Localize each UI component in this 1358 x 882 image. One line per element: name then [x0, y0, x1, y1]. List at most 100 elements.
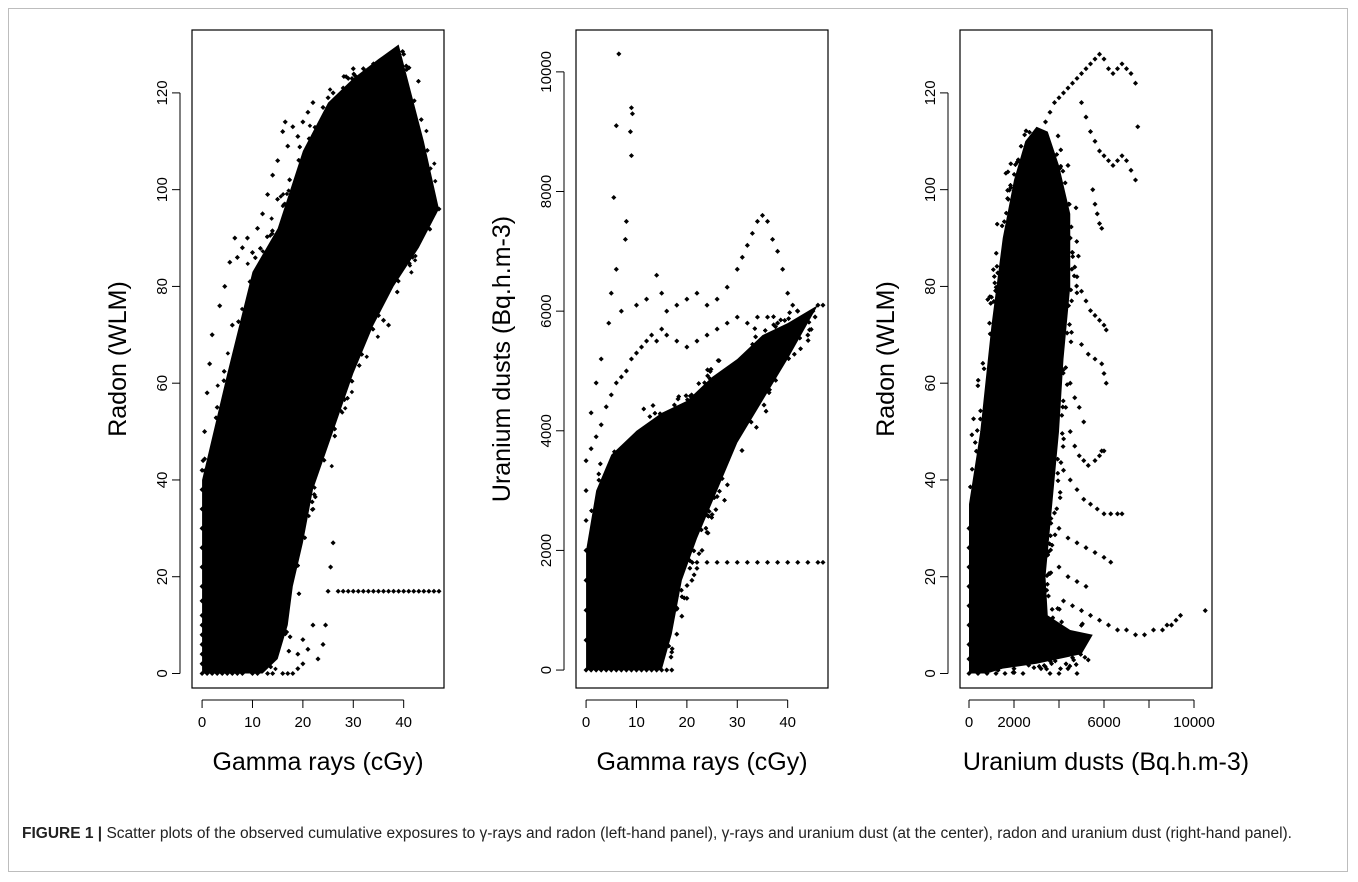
data-point — [763, 408, 769, 414]
data-point — [657, 411, 663, 417]
data-point — [221, 378, 227, 383]
data-point — [1078, 288, 1085, 294]
data-point — [1067, 322, 1072, 327]
data-point — [1114, 66, 1121, 72]
data-point — [270, 228, 275, 234]
data-point — [674, 607, 679, 612]
data-point — [638, 344, 645, 350]
data-point — [709, 515, 714, 520]
data-point — [286, 648, 292, 654]
data-point — [714, 494, 720, 500]
data-point — [370, 326, 376, 332]
data-point — [985, 297, 991, 302]
data-point — [995, 270, 1000, 276]
data-point — [981, 366, 987, 372]
data-point — [628, 356, 634, 362]
data-point — [1052, 510, 1057, 516]
data-point — [287, 177, 292, 183]
data-point — [966, 641, 972, 648]
data-point — [1101, 322, 1107, 328]
data-point — [1092, 56, 1098, 62]
data-point — [340, 588, 346, 594]
data-point — [608, 667, 614, 673]
data-point — [1056, 259, 1062, 265]
data-point — [239, 245, 245, 251]
data-point — [1033, 429, 1040, 435]
data-point — [260, 332, 266, 338]
data-point — [280, 129, 286, 135]
x-tick-label: 20 — [679, 714, 696, 731]
data-point — [739, 254, 745, 260]
y-tick-label: 6000 — [538, 294, 555, 327]
data-point — [1087, 612, 1094, 618]
data-point — [1033, 380, 1040, 386]
data-point — [1070, 254, 1075, 259]
data-point — [1083, 114, 1089, 120]
data-point — [1074, 239, 1080, 244]
data-point — [978, 416, 983, 422]
data-point — [616, 51, 622, 57]
data-point — [808, 327, 814, 332]
y-tick-label: 80 — [154, 278, 171, 295]
data-point — [1081, 496, 1087, 502]
data-point — [734, 266, 740, 272]
data-point — [406, 240, 412, 246]
data-point — [1078, 70, 1085, 77]
data-point — [644, 338, 650, 344]
data-point — [1065, 162, 1071, 169]
data-point — [1061, 436, 1066, 442]
data-point — [217, 303, 223, 309]
caption-text: Scatter plots of the observed cumulative… — [106, 825, 1292, 842]
data-point — [1023, 128, 1029, 134]
data-point — [1128, 70, 1134, 77]
data-point — [993, 251, 999, 256]
data-point — [249, 250, 256, 256]
data-point — [409, 270, 414, 275]
data-point — [1068, 339, 1074, 345]
data-point — [724, 559, 730, 565]
data-point — [641, 406, 647, 412]
data-point — [244, 235, 250, 241]
data-point — [1085, 462, 1091, 468]
data-point — [302, 535, 308, 541]
data-point — [1076, 404, 1082, 410]
data-point — [613, 380, 619, 386]
data-point — [350, 153, 356, 159]
data-point — [583, 547, 589, 553]
data-point — [782, 318, 787, 323]
y-tick-label: 0 — [538, 666, 555, 674]
data-point — [1114, 158, 1121, 164]
data-point — [715, 358, 721, 363]
data-point — [1119, 61, 1125, 67]
data-point — [432, 178, 438, 184]
data-point — [687, 565, 693, 571]
data-point — [280, 370, 286, 377]
data-point — [654, 272, 660, 278]
data-point — [395, 289, 400, 295]
y-tick-label: 60 — [154, 375, 171, 392]
x-tick-label: 20 — [295, 714, 312, 731]
data-point — [427, 226, 433, 232]
data-point — [1047, 670, 1053, 677]
data-point — [1055, 478, 1061, 484]
data-point — [1038, 666, 1044, 672]
data-point — [254, 225, 261, 231]
data-point — [1073, 662, 1079, 667]
data-point — [310, 507, 315, 512]
data-point — [608, 290, 614, 296]
data-point — [752, 326, 758, 331]
data-point — [744, 559, 750, 565]
data-points-panel-1 — [199, 44, 442, 677]
figure-caption: FIGURE 1 | Scatter plots of the observed… — [22, 822, 1332, 846]
data-point — [611, 194, 617, 201]
data-point — [280, 458, 286, 464]
data-point — [717, 488, 722, 494]
data-point — [629, 111, 635, 117]
data-point — [321, 458, 327, 463]
y-tick-label: 80 — [922, 278, 939, 295]
data-point — [1024, 477, 1031, 483]
data-point — [713, 507, 719, 512]
data-point — [991, 267, 996, 272]
data-point — [260, 211, 266, 217]
data-point — [350, 303, 356, 309]
